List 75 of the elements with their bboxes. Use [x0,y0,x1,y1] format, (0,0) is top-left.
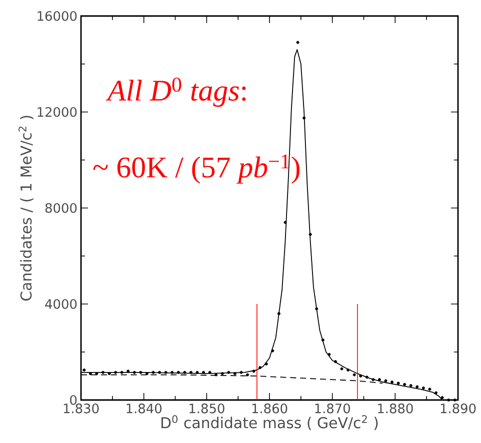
point [132,370,136,374]
point [196,370,199,374]
point [264,362,268,366]
point [403,382,406,386]
point [152,370,155,374]
point [384,379,388,382]
point [277,312,280,316]
y-tick-label: 16000 [38,11,77,21]
point [334,360,337,364]
x-tick-label: 1.870 [315,404,350,414]
point [434,391,438,394]
point [114,370,118,374]
annotation: All D$^{0}$ tags: [106,78,246,107]
y-tick-label: 8000 [45,203,77,213]
x-tick-label: 1.850 [190,404,224,414]
point [170,370,174,374]
point [453,398,456,402]
point [372,378,375,382]
point [346,368,350,372]
point [227,370,230,374]
point [328,352,331,356]
point [396,382,400,385]
x-tick-label: 1.890 [440,404,476,414]
point [390,380,394,384]
x-tick-label: 1.860 [252,404,288,414]
point [447,398,450,402]
point [440,396,444,400]
point [240,370,243,374]
point [359,374,362,378]
point [101,370,104,374]
point [95,372,98,376]
point [271,349,274,352]
y-tick-label: 4000 [45,299,77,309]
point [202,370,206,374]
y-tick-label: 0 [70,395,77,405]
x-tick-label: 1.880 [378,404,413,414]
point [284,220,287,224]
point [183,370,186,374]
point [126,370,130,373]
point [308,232,312,236]
y-tick-label: 12000 [38,107,77,117]
point [189,370,192,374]
point [340,367,344,370]
point [176,370,180,374]
y-axis-title: Candidates / ( 1 MeV/c$^{2}$ ) [18,116,34,301]
x-axis-title: D$^{0}$ candidate mass ( GeV/c$^{2}$ ) [161,415,378,430]
point [252,370,256,373]
point [378,378,381,382]
point [296,40,300,44]
point [220,372,224,376]
point [158,370,162,374]
point [315,307,318,310]
point [352,373,356,376]
point [365,376,368,379]
point [139,370,142,374]
x-tick-label: 1.830 [64,404,99,414]
annotation: ~ 60K / (57 pb$^{−1}$) [93,154,300,184]
point [208,370,212,374]
point [416,385,419,388]
point [233,372,236,376]
point [214,373,218,376]
point [422,386,425,390]
point [164,370,168,374]
point [120,370,124,374]
x-tick-label: 1.840 [126,404,162,414]
point [258,366,262,370]
point [108,372,111,376]
point [409,384,412,388]
point [321,338,324,342]
point [246,373,250,376]
point [428,388,432,391]
point [145,372,148,376]
point [88,372,92,376]
point [302,116,306,120]
point [82,368,86,372]
